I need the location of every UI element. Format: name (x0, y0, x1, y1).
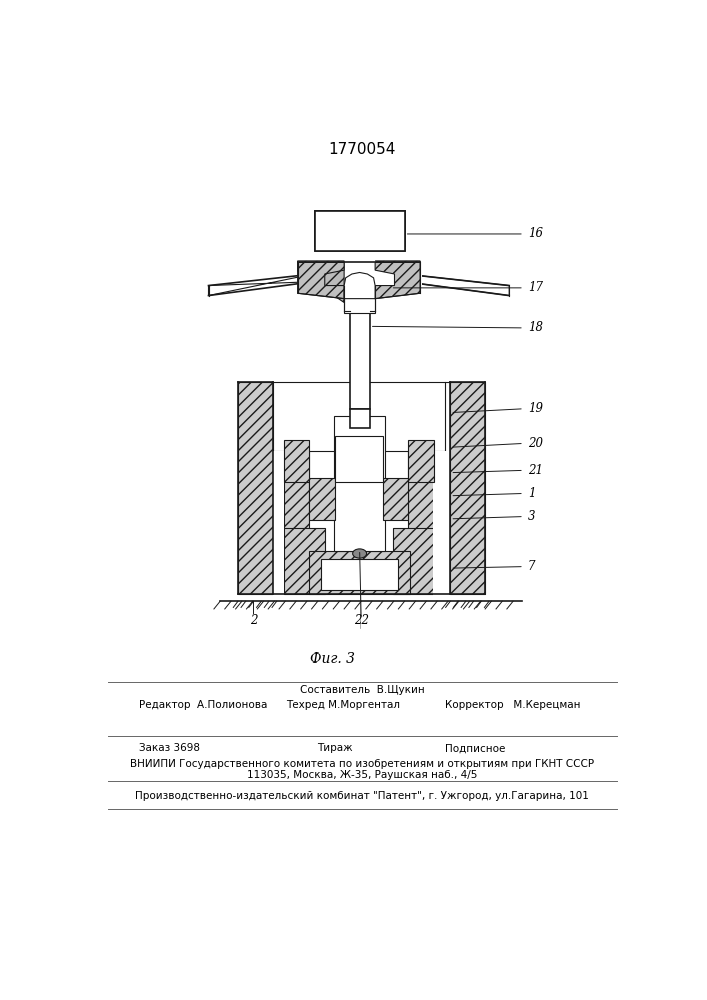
Bar (315, 211, 404, 251)
Bar (315, 211, 404, 251)
Text: Техред М.Моргентал: Техред М.Моргентал (286, 700, 400, 710)
Text: 1770054: 1770054 (328, 142, 396, 157)
Text: Производственно-издательский комбинат "Патент", г. Ужгород, ул.Гагарина, 101: Производственно-издательский комбинат "П… (135, 791, 589, 801)
Bar (273, 451, 284, 605)
Bar (309, 551, 410, 594)
Polygon shape (375, 262, 420, 299)
Bar (321, 559, 398, 590)
Bar (298, 247, 421, 316)
Bar (284, 440, 309, 482)
Text: Подписное: Подписное (445, 743, 506, 753)
Text: Редактор  А.Полионова: Редактор А.Полионова (139, 700, 267, 710)
Text: 17: 17 (528, 281, 543, 294)
Bar (393, 528, 434, 594)
Bar (273, 382, 445, 451)
Text: 16: 16 (528, 227, 543, 240)
Bar (383, 478, 409, 520)
Polygon shape (298, 261, 344, 302)
Text: 22: 22 (354, 614, 368, 627)
Text: 113035, Москва, Ж-35, Раушская наб., 4/5: 113035, Москва, Ж-35, Раушская наб., 4/5 (247, 770, 477, 780)
Polygon shape (406, 276, 508, 294)
Text: Тираж: Тираж (317, 743, 353, 753)
Bar (433, 451, 450, 605)
Text: 7: 7 (528, 560, 535, 573)
Text: 20: 20 (528, 437, 543, 450)
Text: ВНИИПИ Государственного комитета по изобретениям и открытиям при ГКНТ СССР: ВНИИПИ Государственного комитета по изоб… (130, 759, 594, 769)
Bar (409, 440, 434, 482)
Bar (284, 451, 309, 551)
Bar (334, 416, 385, 551)
Ellipse shape (353, 549, 367, 558)
Bar (409, 451, 434, 551)
Bar (335, 436, 383, 482)
Text: Фиг. 3: Фиг. 3 (310, 652, 355, 666)
Text: 2: 2 (250, 614, 257, 627)
Bar (284, 528, 325, 594)
Bar (315, 211, 404, 251)
Polygon shape (344, 272, 375, 299)
Polygon shape (210, 276, 312, 294)
Bar (349, 409, 370, 428)
Bar (238, 382, 273, 594)
Text: 1: 1 (528, 487, 535, 500)
Bar (344, 297, 375, 312)
Text: 3: 3 (528, 510, 535, 523)
Bar (450, 382, 485, 594)
Text: 18: 18 (528, 321, 543, 334)
Polygon shape (404, 274, 509, 296)
Polygon shape (209, 274, 313, 296)
Text: 19: 19 (528, 402, 543, 415)
Polygon shape (298, 262, 344, 299)
Bar (309, 478, 335, 520)
Text: 21: 21 (528, 464, 543, 477)
Bar (349, 311, 370, 409)
Polygon shape (375, 261, 420, 271)
Text: Составитель  В.Щукин: Составитель В.Щукин (300, 685, 424, 695)
Ellipse shape (346, 287, 373, 298)
Text: Заказ 3698: Заказ 3698 (139, 743, 200, 753)
Text: Корректор   М.Керецман: Корректор М.Керецман (445, 700, 580, 710)
